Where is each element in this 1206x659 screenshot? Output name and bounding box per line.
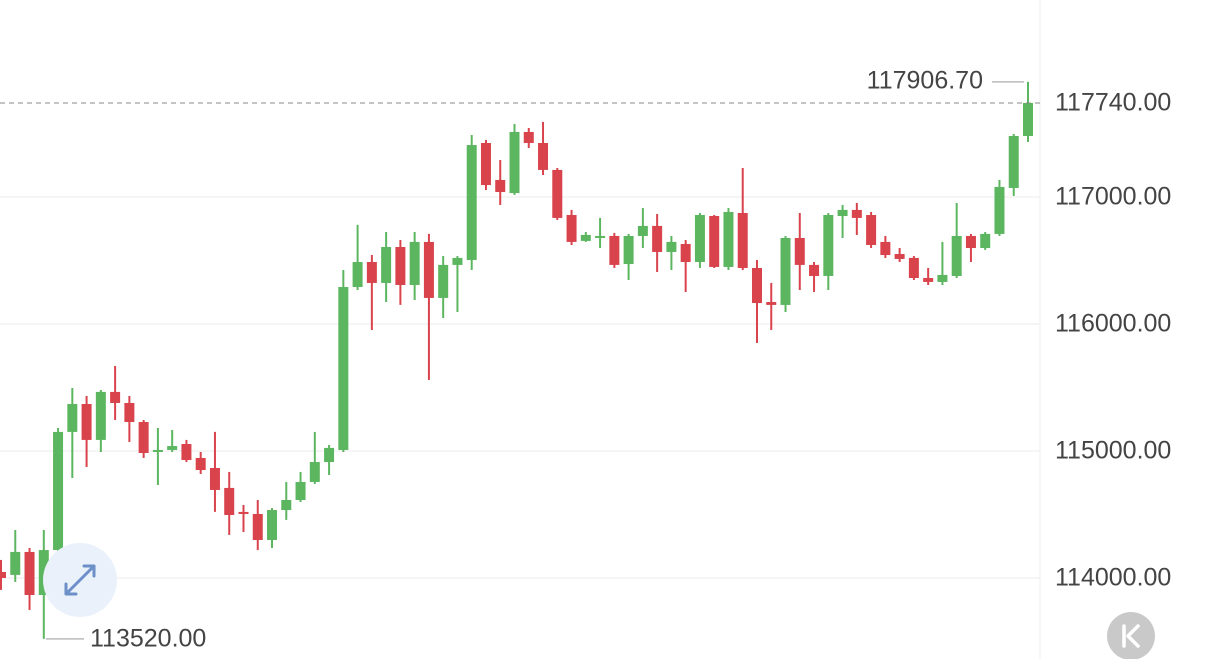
last-price-tag [1042,82,1206,123]
candle-body [609,235,620,265]
candle-body [766,302,777,305]
candle-body [965,235,976,249]
candle-body [67,403,78,432]
candle-body [666,241,677,252]
candle-body [538,143,549,170]
candle-body [523,131,534,144]
candle-body [352,261,363,288]
candle-body [566,215,577,242]
candle-body [252,513,263,541]
candle-body [837,209,848,217]
candle-body [138,422,149,454]
candle-body [366,261,377,283]
candle-body [110,391,121,403]
candle-body [780,237,791,305]
candle-body [923,278,934,282]
y-tick-label: 117000.00 [1055,183,1171,211]
candle-body [694,215,705,262]
candle-body [937,274,948,282]
high-marker-label: 117906.70 [867,66,983,94]
candle-body [880,241,891,256]
candle-body [680,243,691,262]
candle-body [794,237,805,265]
candle-body [309,462,320,482]
collapse-button[interactable] [1107,612,1155,659]
candle-body [466,145,477,260]
y-tick-label: 115000.00 [1055,437,1171,465]
candle-body [452,257,463,265]
candle-body [24,551,35,595]
expand-button[interactable] [43,543,117,617]
candle-body [980,233,991,249]
candle-body [751,267,762,304]
candle-body [709,216,720,267]
candle-body [495,179,506,193]
candle-body [737,212,748,268]
candle-body [1008,136,1019,188]
candle-body [409,241,420,285]
candle-body [637,225,648,236]
candle-body [652,225,663,252]
candle-body [908,257,919,279]
candle-body [267,510,278,541]
collapse-button-bg [1107,612,1155,659]
candle-body [809,264,820,276]
candle-body [152,449,163,452]
candle-body [53,431,64,551]
candle-body [423,241,434,298]
candle-body [851,209,862,218]
candle-body [0,572,6,578]
collapse-icon [1122,624,1140,648]
candle-body [195,457,206,471]
y-tick-label: 116000.00 [1055,310,1171,338]
candle-body [580,234,591,241]
candle-body [338,287,349,450]
candle-body [81,403,92,440]
candle-body [181,443,192,460]
candle-body [894,253,905,259]
candle-body [209,467,220,490]
low-marker-label: 113520.00 [90,625,206,653]
candle-body [866,215,877,245]
y-tick-label: 114000.00 [1055,564,1171,592]
candle-body [480,143,491,186]
candle-body [552,169,563,218]
candle-body [438,264,449,298]
candle-body [10,551,21,575]
candle-body [723,211,734,267]
candle-body [395,247,406,285]
candle-body [509,131,520,194]
candle-body [1023,102,1033,137]
candle-body [595,235,606,238]
candle-body [324,447,335,463]
candle-body [295,481,306,500]
candle-body [167,446,178,450]
candle-body [994,186,1005,234]
candle-body [951,235,962,276]
expand-icon [64,564,96,596]
last-price-label: 117740.00 [1055,89,1171,117]
candle-body [95,391,106,440]
candle-body [823,215,834,276]
candle-body [281,499,292,511]
candle-body [224,487,235,515]
candle-body [381,247,392,283]
candle-body [124,402,135,423]
candle-body [623,235,634,265]
candle-body [238,511,249,514]
